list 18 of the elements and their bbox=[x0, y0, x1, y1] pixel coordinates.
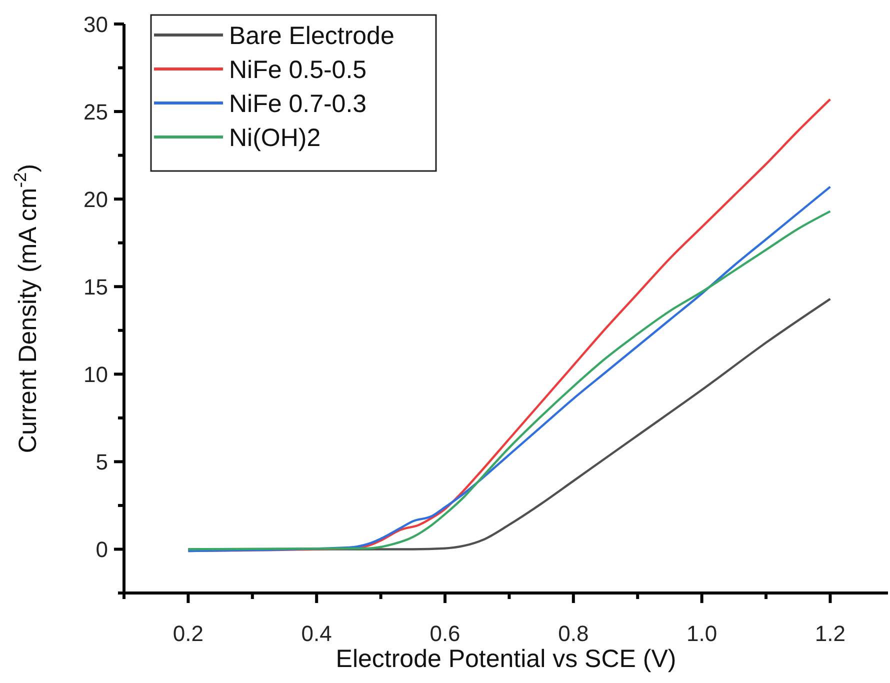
y-tick-label: 25 bbox=[84, 100, 108, 125]
y-tick-label: 15 bbox=[84, 274, 108, 300]
x-axis-title: Electrode Potential vs SCE (V) bbox=[336, 645, 676, 673]
y-tick-label: 10 bbox=[84, 362, 108, 388]
x-tick-label: 0.6 bbox=[430, 621, 460, 646]
x-tick-label: 1.0 bbox=[686, 621, 718, 646]
x-tick-label: 0.4 bbox=[301, 621, 332, 646]
legend-label: Bare Electrode bbox=[229, 22, 394, 50]
legend-label: NiFe 0.5-0.5 bbox=[229, 56, 367, 84]
y-tick-label: 5 bbox=[96, 450, 108, 475]
x-tick-label: 1.2 bbox=[814, 621, 846, 646]
y-tick-label: 20 bbox=[84, 187, 108, 212]
y-tick-label: 0 bbox=[96, 537, 108, 562]
x-tick-label: 0.8 bbox=[558, 621, 589, 646]
legend-label: NiFe 0.7-0.3 bbox=[229, 90, 367, 118]
y-tick-label: 30 bbox=[84, 12, 108, 37]
legend-label: Ni(OH)2 bbox=[229, 124, 321, 152]
x-tick-label: 0.2 bbox=[172, 621, 204, 646]
